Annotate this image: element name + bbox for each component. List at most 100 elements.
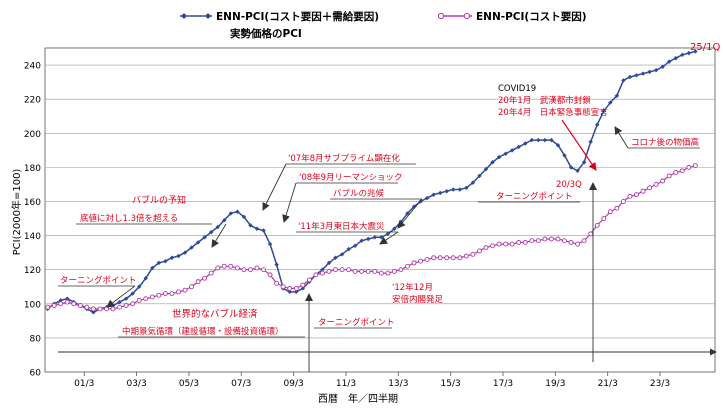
series-2-point <box>463 253 469 259</box>
series-1-point <box>182 250 188 255</box>
subprime-arrow <box>262 163 287 211</box>
series-1-point <box>640 71 646 76</box>
series-1-point <box>163 258 168 264</box>
series-1-point <box>58 298 63 303</box>
x-axis: 01/3 03/3 05/3 07/3 09/3 11/3 13/3 15/3 17/3 19/3… <box>74 372 670 389</box>
series-1 <box>45 49 698 315</box>
series-2-point <box>64 299 70 305</box>
x-tick-label: 19/3 <box>545 379 565 389</box>
series-2-point <box>385 270 391 276</box>
series-1-point <box>568 165 574 170</box>
series-2-point <box>660 178 666 184</box>
series-2-point <box>247 267 253 273</box>
annotations: 25/1Q COVID19 20年1月 武漢都市封鎖 20年4月 日本緊急事態宣… <box>60 42 720 337</box>
series-2-point <box>620 199 626 204</box>
series-2-point <box>686 164 692 170</box>
legend-series1-sublabel: 実勢価格のPCI <box>230 27 302 40</box>
series-1-point <box>608 100 613 105</box>
series-2-point <box>437 255 443 261</box>
annotation-covid-title: COVID19 <box>498 84 536 94</box>
annotation-covid-line2: 20年4月 日本緊急事態宣言 <box>498 107 608 118</box>
x-tick-label: 07/3 <box>231 379 251 389</box>
series-1-point <box>555 143 561 148</box>
series-1-point <box>143 276 148 281</box>
y-axis: 60 80 100 120 140 160 180 200 220 240 <box>24 62 41 379</box>
series-1-point <box>123 296 129 301</box>
series-1-point <box>91 310 96 315</box>
series-1-point <box>680 52 685 58</box>
series-2-point <box>130 301 136 307</box>
series-1-point <box>339 252 345 257</box>
series-2-point <box>71 301 77 307</box>
series-1-point <box>470 180 476 185</box>
series-1-point <box>595 122 600 127</box>
series-2-point <box>215 265 221 271</box>
series-1-point <box>549 137 554 143</box>
quake-arrow <box>379 231 399 245</box>
series-2-point <box>405 263 410 269</box>
series-2-point <box>280 284 286 290</box>
series-2-point <box>555 236 561 242</box>
series-1-point <box>601 108 606 114</box>
annotation-abe-line2: 安倍内閣発足 <box>392 294 444 305</box>
x-tick-label: 11/3 <box>336 379 356 389</box>
series-2-point <box>424 257 430 262</box>
series-2-point <box>104 306 109 312</box>
series-2-point <box>313 272 319 278</box>
series-2-point <box>234 265 240 271</box>
series-1-point <box>228 211 234 216</box>
series-1-point <box>130 291 135 296</box>
series-1-point <box>326 260 332 266</box>
y-tick-label: 160 <box>24 198 41 208</box>
x-tick-label: 21/3 <box>598 379 618 389</box>
annotation-mid-cycle: 中期景気循環（建設循環・設備投資循環） <box>122 326 284 337</box>
y-tick-label: 80 <box>30 334 42 344</box>
series-2-point <box>267 272 273 278</box>
series-2-point <box>97 306 103 312</box>
series-2-point <box>594 222 600 228</box>
legend-series1-marker <box>205 13 211 19</box>
annotation-q-2020: 20/3Q <box>556 180 582 190</box>
series-1-point <box>215 224 220 230</box>
series-1-point <box>189 245 194 250</box>
series-1-point <box>575 168 580 173</box>
series-2-point <box>418 258 424 264</box>
series-1-point <box>235 209 240 214</box>
y-axis-title: PCI(2000年=100) <box>10 169 23 256</box>
series-1-point <box>352 243 358 249</box>
series-2-point <box>666 173 672 179</box>
series-1-point <box>647 69 652 75</box>
series-2-point <box>254 265 260 271</box>
annotation-covid-line1: 20年1月 武漢都市封鎖 <box>498 95 591 106</box>
covid-arrow <box>561 119 597 171</box>
series-2-point <box>548 236 554 242</box>
y-tick-label: 120 <box>24 266 41 276</box>
series-2-point <box>601 216 607 221</box>
series-2-point <box>274 280 280 286</box>
series-1-point <box>169 255 175 260</box>
series-1-point <box>117 299 122 305</box>
series-2-point <box>673 170 679 175</box>
series-2-point <box>398 267 404 273</box>
y-tick-label: 140 <box>24 232 41 242</box>
series-2-point <box>293 285 299 291</box>
series-1-point <box>621 78 626 83</box>
series-1-point <box>274 262 279 267</box>
series-2-point <box>575 241 581 247</box>
series-2-point <box>90 306 96 312</box>
series-2-point <box>136 297 142 303</box>
series-2-point <box>627 193 633 199</box>
series-1-point <box>65 296 70 301</box>
annotation-turning-point-2020: ターニングポイント <box>496 191 573 202</box>
series-1-point <box>156 260 162 266</box>
series-2-point <box>117 304 123 310</box>
series-2-point <box>581 238 587 244</box>
annotation-bubble-forecast: バブルの予知 <box>132 194 186 206</box>
x-tick-label: 17/3 <box>493 379 513 389</box>
lehman-arrow <box>282 182 297 223</box>
series-1-point <box>614 93 620 98</box>
annotation-lehman: '08年9月リーマンショック <box>299 172 403 183</box>
series-2-point <box>300 282 306 288</box>
series-1-point <box>405 211 410 216</box>
